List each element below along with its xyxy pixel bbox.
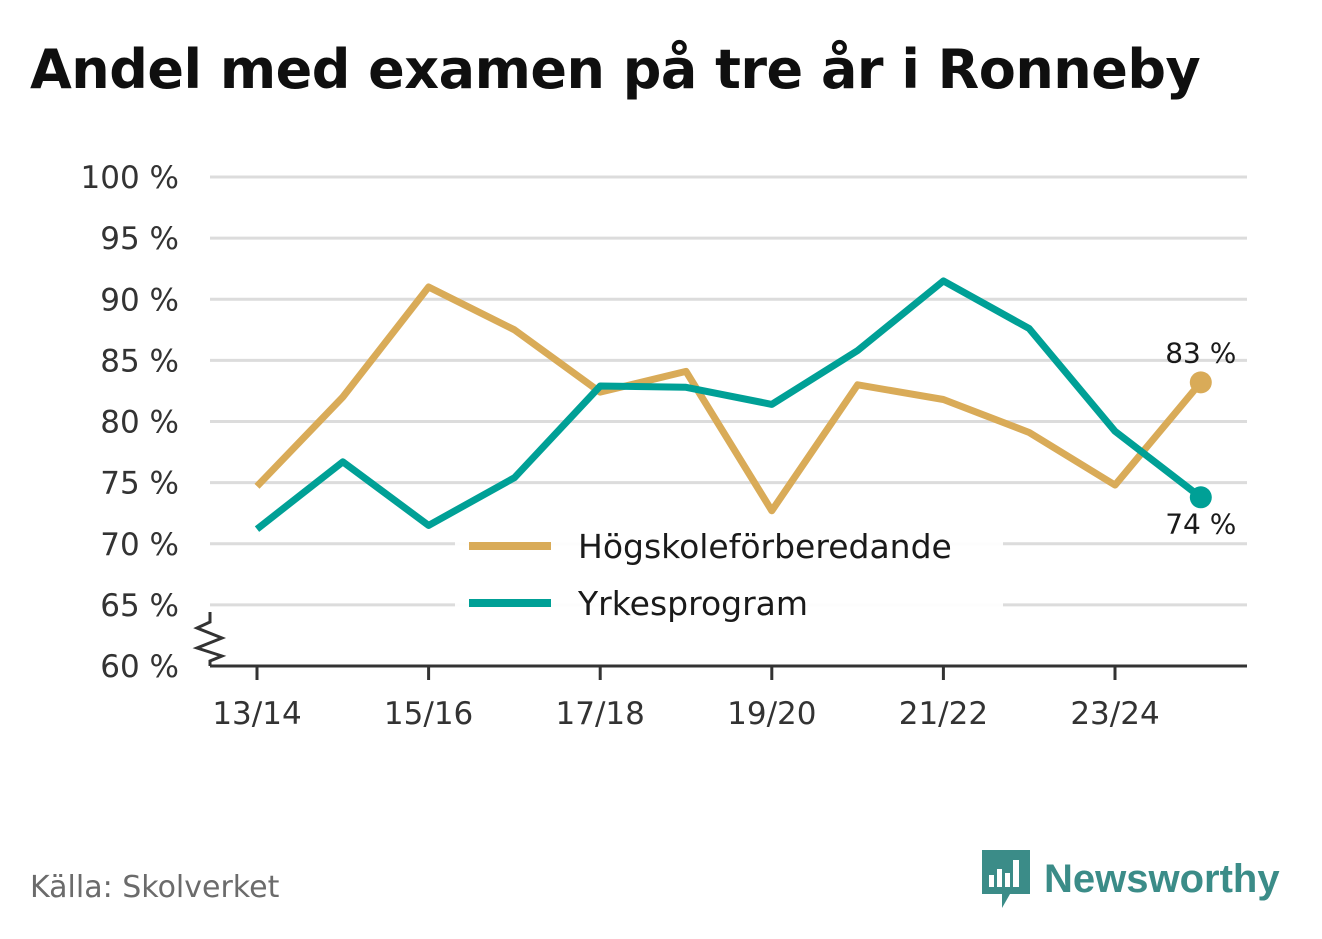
- y-tick-label: 65 %: [100, 588, 179, 624]
- series-end-point: [1189, 486, 1212, 509]
- y-tick-label: 85 %: [100, 343, 179, 379]
- chart-title: Andel med examen på tre år i Ronneby: [30, 38, 1201, 101]
- y-tick-label: 75 %: [100, 466, 179, 502]
- end-value-label: 83 %: [1165, 336, 1236, 369]
- y-tick-label: 80 %: [100, 405, 179, 441]
- x-tick-label: 21/22: [899, 696, 988, 732]
- y-tick-label: 90 %: [100, 282, 179, 318]
- legend-label: Yrkesprogram: [577, 584, 808, 623]
- y-tick-label: 95 %: [100, 221, 179, 257]
- newsworthy-logo-icon: [982, 850, 1030, 908]
- series-end-point: [1189, 371, 1212, 394]
- series-line: [254, 277, 1203, 532]
- axis-break-icon: [192, 612, 227, 666]
- axis-break-line: [192, 612, 227, 666]
- y-tick-label: 100 %: [81, 160, 179, 196]
- end-value-label: 74 %: [1165, 507, 1236, 540]
- x-axis: 13/14 15/16 17/18 19/20 21/22 23/24: [210, 664, 1247, 732]
- series-lines: [254, 277, 1212, 532]
- x-tick-label: 13/14: [212, 696, 301, 732]
- legend-label: Högskoleförberedande: [578, 527, 952, 566]
- brand-logo: Newsworthy: [980, 848, 1280, 910]
- y-axis-ticks: 60 % 65 % 70 % 75 % 80 % 85 % 90 % 95 % 100 %: [81, 160, 179, 685]
- series-line: [254, 283, 1204, 515]
- x-tick-label: 17/18: [556, 696, 645, 732]
- legend-background: [455, 520, 1003, 628]
- x-tick-label: 15/16: [384, 696, 473, 732]
- brand-name: Newsworthy: [1044, 856, 1280, 901]
- y-tick-label: 60 %: [100, 649, 179, 685]
- y-tick-label: 70 %: [100, 527, 179, 563]
- source-note: Källa: Skolverket: [30, 870, 280, 905]
- x-tick-label: 23/24: [1070, 696, 1159, 732]
- x-tick-label: 19/20: [727, 696, 816, 732]
- end-labels: 83 % 74 %: [1165, 336, 1236, 540]
- legend: Högskoleförberedande Yrkesprogram: [455, 520, 1003, 628]
